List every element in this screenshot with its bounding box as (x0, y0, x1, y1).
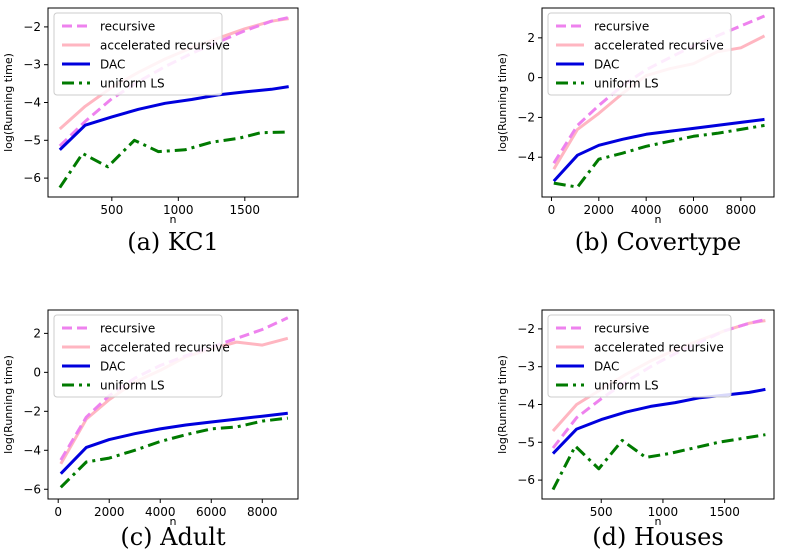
chart-panel-1: 500 1000 1500 −6 −5 −4 −3 −2 n log(Running time) r… (2, 7, 299, 256)
legend-label: DAC (594, 360, 619, 374)
x-axis-label: n (655, 213, 662, 226)
legend-label: accelerated recursive (100, 341, 230, 355)
y-tick-label: −3 (517, 360, 535, 374)
x-tick-label: 1000 (163, 203, 194, 217)
y-tick-label: −4 (517, 398, 535, 412)
y-tick-label: 2 (33, 326, 41, 340)
legend: recursive accelerated recursive DAC uniform… (547, 314, 732, 398)
y-tick-label: −2 (517, 322, 535, 336)
chart-panel-4: 500 1000 1500 −6 −5 −4 −3 −2 n log(Running time) r… (496, 309, 775, 551)
x-tick-label: 2000 (584, 203, 615, 217)
x-axis-label: n (170, 213, 177, 226)
chart-panel-2: 0 2000 4000 6000 8000 −4 −2 0 2 n log(Running time… (496, 7, 775, 256)
legend-label: recursive (594, 20, 649, 34)
legend-label: uniform LS (100, 77, 165, 91)
x-tick-label: 4000 (145, 505, 176, 519)
legend: recursive accelerated recursive DAC uniform… (53, 314, 230, 398)
x-tick-label: 1500 (230, 203, 261, 217)
y-tick-label: 2 (527, 31, 535, 45)
y-tick-label: −2 (517, 110, 535, 124)
series-line-recursive (58, 16, 290, 148)
legend-label: DAC (100, 58, 125, 72)
y-tick-label: 0 (527, 71, 535, 85)
y-axis-label: log(Running time) (496, 355, 509, 454)
x-tick-label: 1000 (648, 505, 679, 519)
legend-label: uniform LS (100, 379, 165, 393)
legend-label: uniform LS (594, 379, 659, 393)
legend-box (53, 314, 223, 398)
y-tick-label: −5 (517, 435, 535, 449)
legend-box (547, 12, 732, 96)
y-tick-label: −4 (23, 443, 41, 457)
y-tick-label: 0 (33, 365, 41, 379)
chart-panel-3: 0 2000 4000 6000 8000 −6 −4 −2 0 2 n log(Running ti… (2, 309, 299, 551)
series-line-uniform-LS (59, 416, 288, 489)
subfigure-caption: (c) Adult (120, 523, 226, 551)
x-tick-label: 4000 (631, 203, 662, 217)
x-axis-label: n (170, 515, 177, 528)
y-tick-label: −2 (23, 20, 41, 34)
legend-label: DAC (100, 360, 125, 374)
x-tick-label: 1500 (709, 505, 740, 519)
y-axis-label: log(Running time) (2, 355, 15, 454)
subfigure-caption: (b) Covertype (575, 228, 742, 256)
legend-box (547, 314, 732, 398)
legend-label: uniform LS (594, 77, 659, 91)
series-line-uniform-LS (551, 433, 766, 491)
x-tick-label: 500 (100, 203, 123, 217)
y-tick-label: −4 (23, 96, 41, 110)
x-tick-label: 6000 (678, 203, 709, 217)
y-tick-label: −6 (23, 171, 41, 185)
subfigure-caption: (d) Houses (592, 523, 723, 551)
y-tick-label: −5 (23, 133, 41, 147)
x-tick-label: 6000 (196, 505, 227, 519)
y-tick-label: −6 (23, 482, 41, 496)
x-tick-label: 2000 (94, 505, 125, 519)
legend: recursive accelerated recursive DAC uniform… (547, 12, 732, 96)
y-tick-label: −6 (517, 473, 535, 487)
series-line-DAC (59, 411, 288, 475)
y-tick-label: −2 (23, 404, 41, 418)
x-tick-label: 8000 (726, 203, 757, 217)
series-line-DAC (551, 387, 766, 455)
legend-label: DAC (594, 58, 619, 72)
subfigure-caption: (a) KC1 (127, 228, 219, 256)
legend: recursive accelerated recursive DAC uniform… (53, 12, 230, 96)
legend-label: recursive (594, 322, 649, 336)
legend-box (53, 12, 223, 96)
legend-label: accelerated recursive (594, 39, 724, 53)
y-tick-label: −4 (517, 150, 535, 164)
x-axis-label: n (655, 515, 662, 528)
x-tick-label: 0 (548, 203, 556, 217)
x-tick-label: 500 (590, 505, 613, 519)
series-line-DAC (58, 85, 289, 151)
x-tick-label: 0 (54, 505, 62, 519)
series-line-uniform-LS (58, 130, 289, 189)
series-line-uniform-LS (553, 123, 765, 189)
legend-label: accelerated recursive (100, 39, 230, 53)
legend-label: recursive (100, 322, 155, 336)
series-line-DAC (552, 117, 765, 183)
y-axis-label: log(Running time) (496, 53, 509, 152)
y-axis-label: log(Running time) (2, 53, 15, 152)
x-tick-label: 8000 (247, 505, 278, 519)
y-tick-label: −3 (23, 58, 41, 72)
legend-label: recursive (100, 20, 155, 34)
legend-label: accelerated recursive (594, 341, 724, 355)
